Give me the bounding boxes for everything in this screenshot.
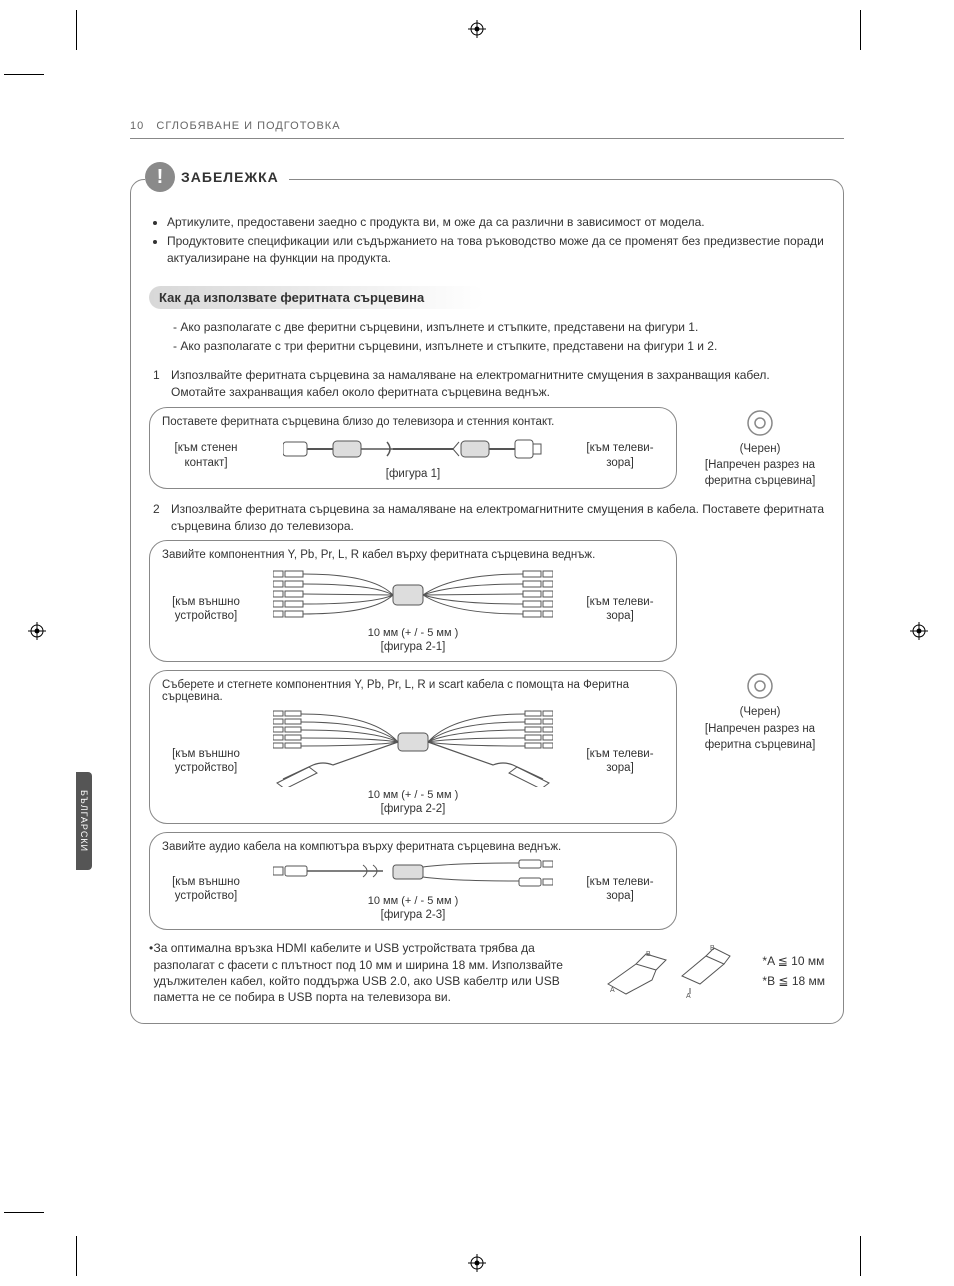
note-bullets: Артикулите, предоставени заедно с продук… — [149, 214, 825, 266]
ferrite-heading: Как да използвате феритната сърцевина — [149, 286, 484, 309]
page-header: 10 СГЛОБЯВАНЕ И ПОДГОТОВКА — [130, 120, 844, 132]
header-rule — [130, 138, 844, 139]
figure-2-3-label: [фигура 2-3] — [381, 909, 446, 921]
note-header: ! ЗАБЕЛЕЖКА — [145, 162, 289, 192]
step-number: 2 — [153, 501, 171, 535]
hdmi-text: • За оптимална връзка HDMI кабелите и US… — [149, 940, 572, 1005]
info-icon: ! — [145, 162, 175, 192]
figure-2-2-row: Съберете и стегнете компонентния Y, Pb, … — [149, 670, 825, 824]
figure-2-1-row: Завийте компонентния Y, Pb, Pr, L, R каб… — [149, 540, 825, 662]
annot-text: [Напречен разрез на феритна сърцевина] — [695, 457, 825, 489]
figure-1-annotation: (Черен) [Напречен разрез на феритна сърц… — [695, 407, 825, 489]
figure-2-3-caption: Завийте аудио кабела на компютъра върху … — [162, 841, 664, 853]
figure-2-3-left-label: [към външно устройство] — [162, 875, 250, 905]
figure-1-caption: Поставете феритната сърцевина близо до т… — [162, 416, 664, 428]
svg-text:B: B — [646, 951, 651, 958]
svg-text:B: B — [710, 945, 715, 952]
spec-b: *B ≦ 18 мм — [762, 972, 825, 991]
hdmi-note-row: • За оптимална връзка HDMI кабелите и US… — [149, 940, 825, 1005]
step-1: 1 Изпозлвайте феритната сърцевина за нам… — [153, 367, 825, 401]
figure-2-1-right-label: [към телеви-зора] — [576, 595, 664, 625]
ferrite-line: - Ако разполагате с три феритни сърцевин… — [173, 338, 825, 355]
figure-2-2-box: Съберете и стегнете компонентния Y, Pb, … — [149, 670, 677, 824]
figure-1-row: Поставете феритната сърцевина близо до т… — [149, 407, 825, 489]
figure-2-2-label: [фигура 2-2] — [381, 803, 446, 815]
note-bullet: Артикулите, предоставени заедно с продук… — [167, 214, 825, 231]
page-number: 10 — [130, 120, 144, 132]
hdmi-svg: A B A B — [602, 940, 732, 998]
figure-1-label: [фигура 1] — [386, 468, 440, 480]
figure-2-3-right-label: [към телеви-зора] — [576, 875, 664, 905]
hdmi-specs: *A ≦ 10 мм *B ≦ 18 мм — [762, 940, 825, 990]
figure-1-right-label: [към телеви-зора] — [576, 441, 664, 471]
step-number: 1 — [153, 367, 171, 401]
svg-text:A: A — [610, 987, 615, 994]
figure-1-left-label: [към стенен контакт] — [162, 441, 250, 471]
figure-2-2-dim: 10 мм (+ / - 5 мм ) — [368, 789, 458, 801]
step-text: Изпозлвайте феритната сърцевина за намал… — [171, 367, 825, 401]
note-bullet: Продуктовите спецификации или съдържание… — [167, 233, 825, 267]
annot-text: [Напречен разрез на феритна сърцевина] — [695, 721, 825, 753]
ferrite-line: - Ако разполагате с две феритни сърцевин… — [173, 319, 825, 336]
figure-2-1-dim: 10 мм (+ / - 5 мм ) — [368, 627, 458, 639]
hdmi-text-content: За оптимална връзка HDMI кабелите и USB … — [153, 940, 572, 1005]
figure-2-2-annotation: (Черен) [Напречен разрез на феритна сърц… — [695, 670, 825, 752]
step-text: Изпозлвайте феритната сърцевина за намал… — [171, 501, 825, 535]
figure-2-2-svg: 10 мм (+ / - 5 мм ) [фигура 2-2] — [260, 707, 566, 815]
figure-2-2-left-label: [към външно устройство] — [162, 747, 250, 777]
note-title: ЗАБЕЛЕЖКА — [181, 169, 279, 185]
note-box: ! ЗАБЕЛЕЖКА Артикулите, предоставени зае… — [130, 179, 844, 1024]
figure-2-3-box: Завийте аудио кабела на компютъра върху … — [149, 832, 677, 930]
annot-color: (Черен) — [695, 441, 825, 457]
figure-2-1-box: Завийте компонентния Y, Pb, Pr, L, R каб… — [149, 540, 677, 662]
annot-color: (Черен) — [695, 704, 825, 720]
figure-2-2-right-label: [към телеви-зора] — [576, 747, 664, 777]
figure-1-box: Поставете феритната сърцевина близо до т… — [149, 407, 677, 489]
figure-2-1-label: [фигура 2-1] — [381, 641, 446, 653]
figure-2-1-caption: Завийте компонентния Y, Pb, Pr, L, R каб… — [162, 549, 664, 561]
figure-1-svg: [фигура 1] — [260, 432, 566, 480]
figure-2-1-left-label: [към външно устройство] — [162, 595, 250, 625]
figure-2-3-row: Завийте аудио кабела на компютъра върху … — [149, 832, 825, 930]
figure-2-1-svg: 10 мм (+ / - 5 мм ) [фигура 2-1] — [260, 565, 566, 653]
svg-text:A: A — [686, 993, 691, 998]
figure-2-3-svg: 10 мм (+ / - 5 мм ) [фигура 2-3] — [260, 857, 566, 921]
section-title: СГЛОБЯВАНЕ И ПОДГОТОВКА — [156, 120, 340, 132]
step-2: 2 Изпозлвайте феритната сърцевина за нам… — [153, 501, 825, 535]
figure-2-3-dim: 10 мм (+ / - 5 мм ) — [368, 895, 458, 907]
figure-2-2-caption: Съберете и стегнете компонентния Y, Pb, … — [162, 679, 664, 703]
spec-a: *A ≦ 10 мм — [762, 952, 825, 971]
language-tab: БЪЛГАРСКИ — [76, 772, 92, 870]
